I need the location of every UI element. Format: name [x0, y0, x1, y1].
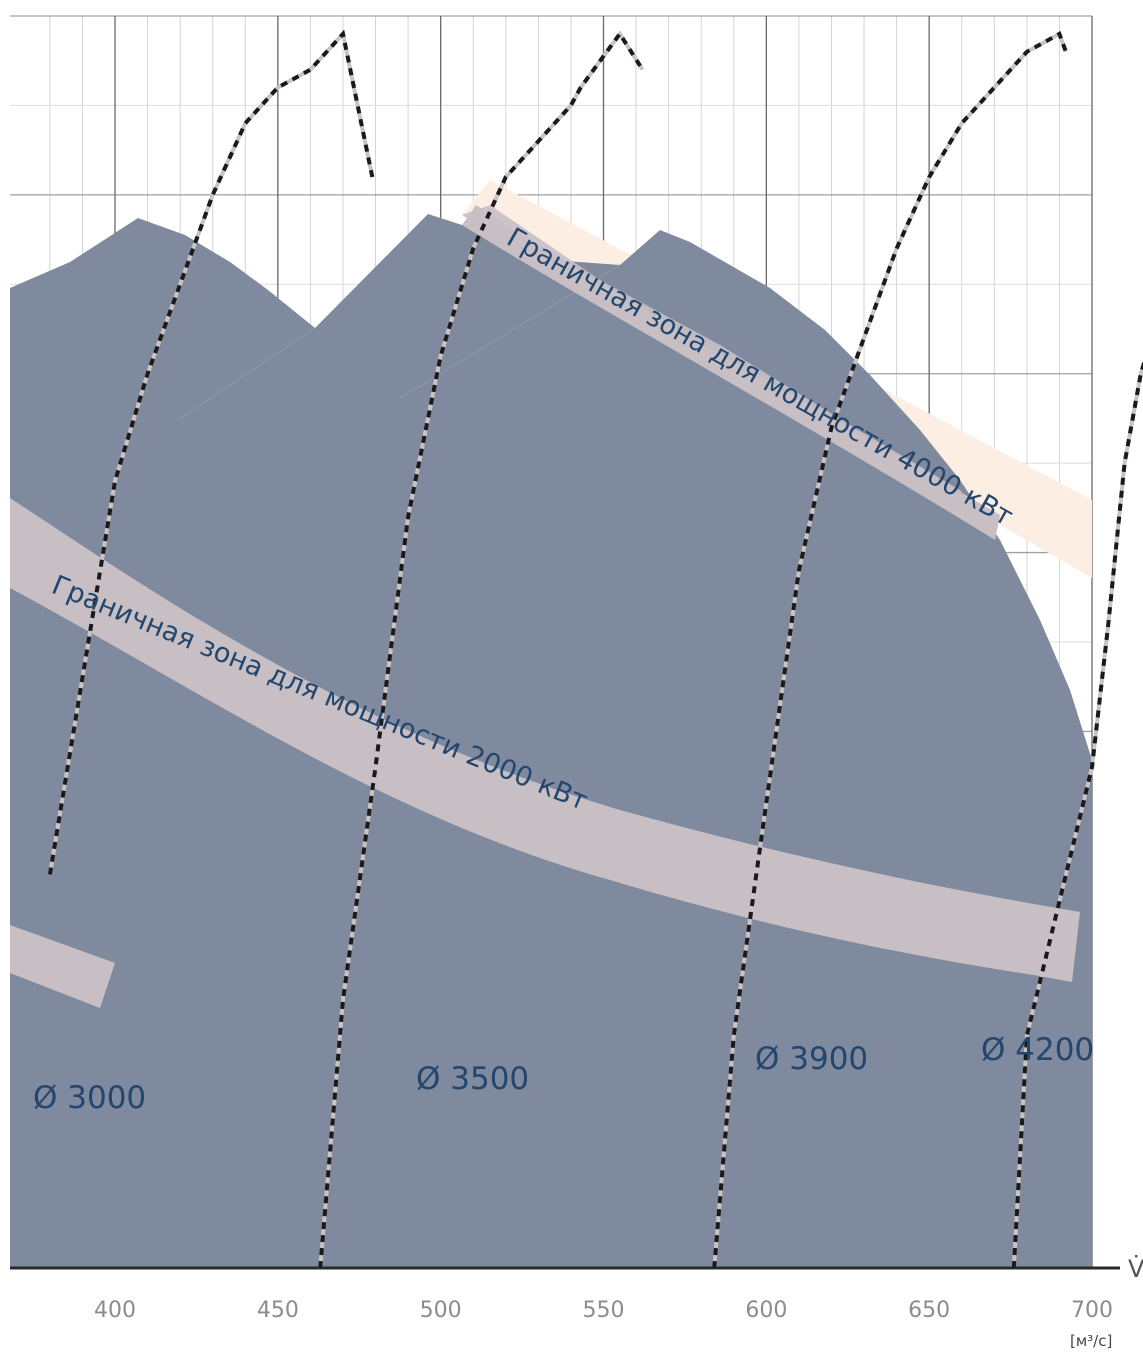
diameter-curve-3 — [712, 31, 1068, 1269]
label-d3900: Ø 3900 — [755, 1041, 868, 1077]
label-d4200: Ø 4200 — [981, 1032, 1094, 1068]
x-axis-symbol: V̇ — [1128, 1255, 1143, 1283]
diameter-curve-1 — [47, 29, 375, 875]
diameter-curves — [47, 29, 1143, 1269]
x-tick-label: 450 — [257, 1298, 299, 1323]
x-axis-unit: [м³/с] — [1070, 1332, 1112, 1350]
diameter-curve-2 — [318, 30, 645, 1269]
envelope-inner-line-1 — [177, 327, 316, 421]
band-4000-kw-core — [462, 205, 1000, 540]
band-2000-kw-left-segment — [10, 925, 115, 1008]
band-2000-kw — [10, 498, 1080, 982]
x-tick-labels: 400 450 500 550 600 650 700 — [94, 1298, 1113, 1323]
diameter-curve-underlay — [1011, 359, 1143, 1269]
x-tick-label: 650 — [908, 1298, 950, 1323]
label-d3500: Ø 3500 — [416, 1061, 529, 1097]
x-tick-label: 400 — [94, 1298, 136, 1323]
x-tick-label: 700 — [1071, 1298, 1113, 1323]
x-tick-label: 550 — [583, 1298, 625, 1323]
label-d3000: Ø 3000 — [33, 1080, 146, 1116]
x-tick-label: 500 — [420, 1298, 462, 1323]
x-tick-label: 600 — [745, 1298, 787, 1323]
